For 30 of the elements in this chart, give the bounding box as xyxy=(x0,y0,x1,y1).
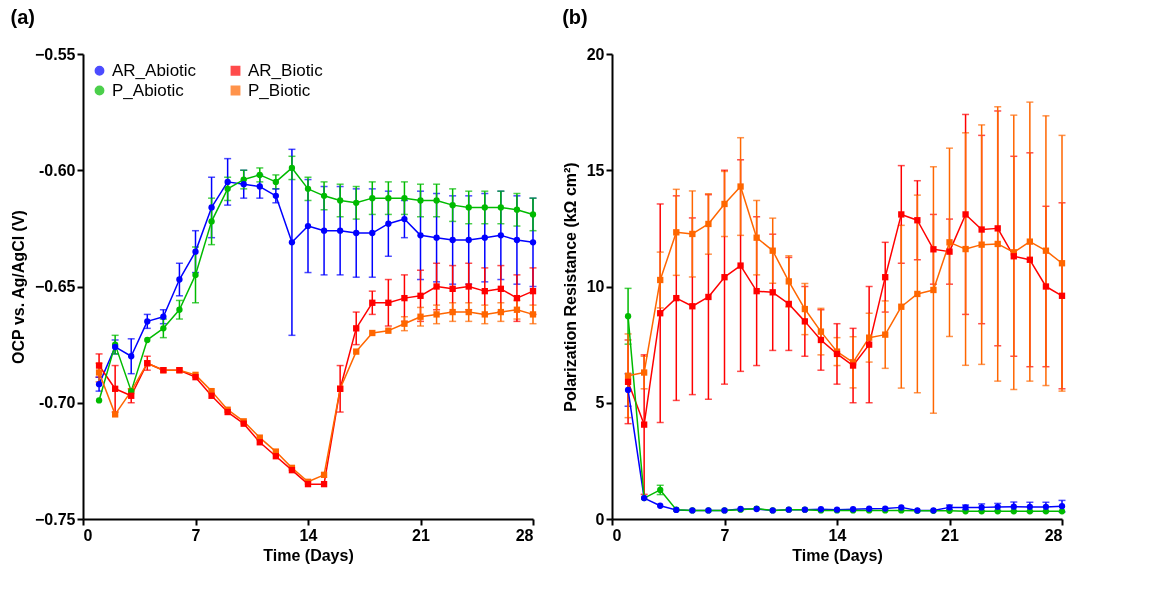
y-tick-label: −0.55 xyxy=(35,45,76,63)
y-tick-label: -0.60 xyxy=(39,161,76,179)
x-axis-title: Time (Days) xyxy=(263,546,354,564)
y-tick-label: 5 xyxy=(595,394,605,412)
y-tick-label: 20 xyxy=(586,45,605,63)
legend-label: AR_Biotic xyxy=(248,60,324,80)
legend-label: P_Abiotic xyxy=(112,80,185,100)
legend-label: P_Biotic xyxy=(248,80,311,100)
y-axis-title: OCP vs. Ag/AgCl (V) xyxy=(10,210,28,364)
x-axis-title: Time (Days) xyxy=(792,546,883,564)
x-tick-label: 0 xyxy=(612,526,622,544)
x-tick-label: 14 xyxy=(299,526,318,544)
y-tick-label: −0.65 xyxy=(35,278,76,295)
legend-label: AR_Abiotic xyxy=(112,60,197,80)
y-tick-label: 15 xyxy=(586,161,605,179)
chart-title: (a) xyxy=(10,6,35,28)
x-tick-label: 0 xyxy=(83,526,93,544)
x-tick-label: 7 xyxy=(191,526,201,544)
x-tick-label: 21 xyxy=(412,526,430,544)
y-tick-label: 10 xyxy=(586,278,605,295)
y-tick-label: −0.75 xyxy=(35,510,76,528)
x-tick-label: 28 xyxy=(515,526,534,544)
x-tick-label: 14 xyxy=(828,526,847,544)
x-tick-label: 7 xyxy=(720,526,730,544)
y-tick-label: 0 xyxy=(595,510,605,528)
x-tick-label: 28 xyxy=(1044,526,1063,544)
y-axis-title: Polarization Resistance (kΩ cm²) xyxy=(561,162,579,412)
chart-title: (b) xyxy=(562,6,588,28)
x-tick-label: 21 xyxy=(941,526,959,544)
y-tick-label: -0.70 xyxy=(39,394,76,412)
